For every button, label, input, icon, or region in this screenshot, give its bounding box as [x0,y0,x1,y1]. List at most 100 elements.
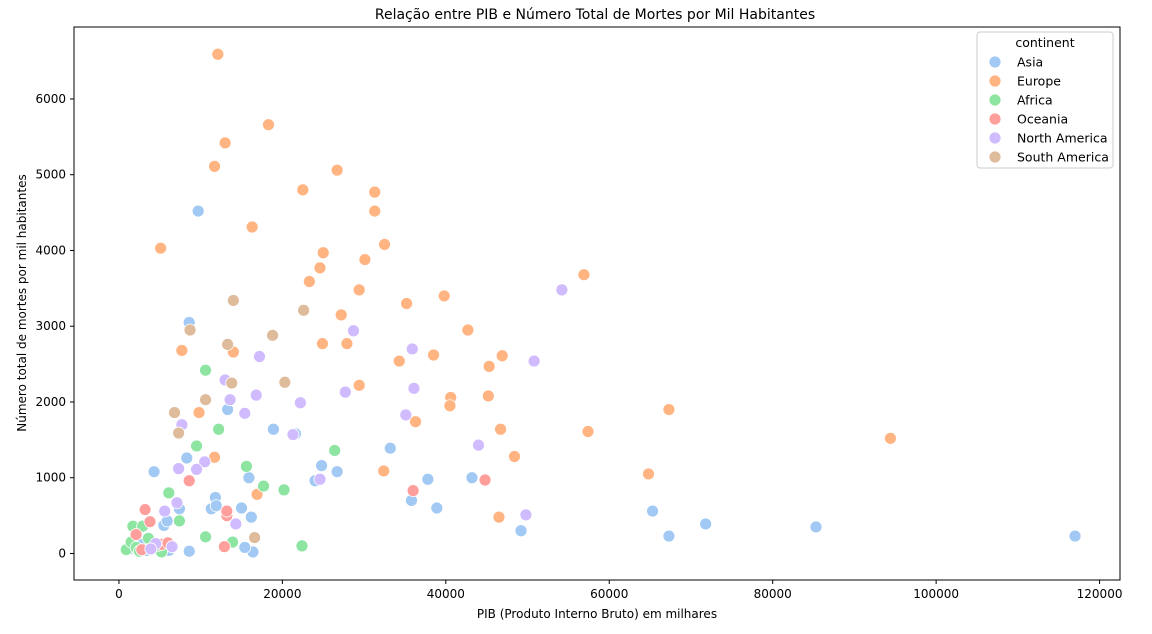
legend-marker [988,93,1002,107]
data-point [245,220,259,234]
data-point [368,204,382,218]
data-point [154,241,168,255]
x-axis-ticks: 0 20000 40000 60000 80000 100000 120000 [115,580,1122,601]
legend-marker [988,112,1002,126]
data-point [378,238,391,251]
data-point [238,541,252,554]
data-point [199,363,212,377]
data-point [316,246,330,260]
data-point [182,544,196,558]
plot-frame [73,26,1121,581]
y-axis-label: Número total de mortes por mil habitante… [15,174,29,431]
data-point [172,426,186,440]
data-point [527,354,541,368]
data-point [240,459,253,473]
data-point [262,118,275,132]
data-point [209,499,223,513]
data-point [443,399,457,413]
data-point [144,542,158,556]
data-point [257,479,270,493]
data-point [198,455,212,469]
legend-label: Oceania [1017,112,1068,127]
data-point [244,510,258,524]
data-point [368,185,382,199]
data-point [642,467,655,481]
y-tick-label: 0 [58,546,66,560]
data-point [340,337,354,351]
y-tick-label: 1000 [35,471,66,485]
y-tick-label: 5000 [35,168,66,182]
series-south-america [168,294,311,544]
data-point [465,471,479,485]
x-tick-label: 120000 [1077,587,1123,601]
data-point [183,323,197,337]
data-point [427,348,440,362]
data-point [296,183,310,197]
data-point [315,459,329,473]
data-point [328,444,342,457]
data-point [313,261,327,275]
y-tick-label: 6000 [35,92,66,106]
data-point [147,465,161,479]
data-point [297,303,311,317]
data-point [302,275,316,288]
data-point [172,462,186,476]
data-point [494,422,507,436]
x-tick-label: 60000 [590,587,628,601]
data-point [519,508,533,522]
data-point [223,393,237,407]
data-point [461,323,475,337]
data-point [399,408,413,422]
x-tick-label: 20000 [263,587,301,601]
legend: continent Asia Europe Africa Oceania North A… [976,31,1114,169]
data-point [220,504,234,518]
data-point [407,381,421,395]
legend-box [976,31,1114,169]
data-point [192,406,206,419]
data-point [238,406,252,420]
series-asia [123,204,1082,559]
data-point [377,464,391,478]
chart-title: Relação entre PIB e Número Total de Mort… [375,7,815,23]
data-point [190,439,203,453]
data-point [405,342,419,356]
data-point [165,540,179,554]
data-point [514,524,528,538]
data-point [338,385,352,399]
data-point [358,253,372,266]
legend-marker [988,74,1002,88]
data-point [229,517,243,531]
data-point [481,389,495,403]
data-point [199,530,212,544]
data-point [809,520,823,534]
series-europe [154,47,897,524]
data-point [190,462,203,476]
data-point [646,504,659,518]
legend-label: North America [1017,131,1108,146]
data-point [409,415,422,429]
legend-marker [988,55,1002,69]
legend-label: Asia [1017,55,1043,70]
data-point [168,406,181,419]
data-point [162,486,176,500]
data-point [211,47,225,61]
data-point [235,501,248,515]
data-point [330,163,344,177]
data-point [495,349,509,363]
data-point [352,283,366,297]
y-tick-label: 2000 [35,395,66,409]
data-point [218,136,232,150]
data-point [248,531,261,544]
series-africa [119,363,342,559]
data-point [295,539,309,553]
data-point [278,375,292,389]
data-point [175,344,189,357]
data-point [173,514,186,528]
data-point [208,159,221,173]
data-point [180,451,194,465]
data-point [883,431,897,445]
data-point [293,396,307,410]
legend-marker [988,131,1002,145]
data-point [138,503,152,516]
